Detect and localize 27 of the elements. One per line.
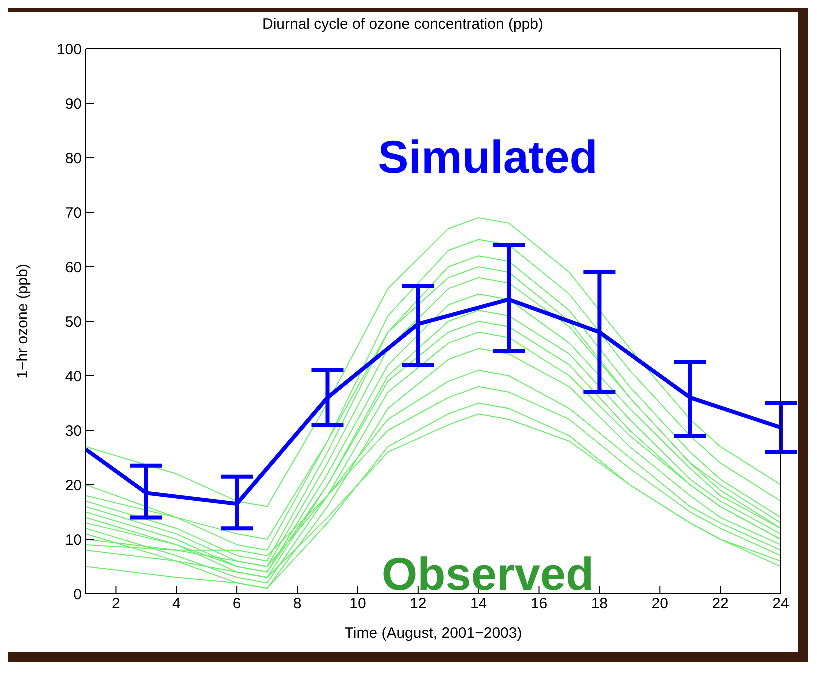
x-tick-label: 20: [652, 596, 668, 613]
y-tick-label: 100: [56, 41, 82, 58]
x-tick-label: 4: [172, 596, 181, 613]
y-tick-label: 50: [65, 314, 82, 331]
x-axis-title: Time (August, 2001−2003): [344, 625, 522, 642]
y-tick-label: 20: [65, 477, 82, 494]
y-tick-label: 40: [65, 368, 82, 386]
x-tick-label: 8: [293, 596, 302, 613]
x-tick-label: 10: [350, 596, 366, 613]
y-tick-label: 0: [74, 586, 82, 604]
x-tick-label: 24: [772, 596, 790, 613]
y-tick-label: 60: [65, 259, 82, 276]
x-tick-label: 12: [410, 596, 427, 613]
x-tick-label: 16: [530, 596, 548, 613]
x-tick-label: 6: [232, 596, 242, 613]
x-tick-label: 2: [112, 596, 120, 613]
y-tick-label: 90: [65, 96, 82, 113]
x-tick-label: 14: [470, 596, 488, 613]
y-axis-title: 1−hr ozone (ppb): [14, 264, 32, 379]
x-tick-label: 22: [712, 596, 729, 613]
chart-title: Diurnal cycle of ozone concentration (ppb): [262, 15, 544, 35]
text: Simulated: [377, 130, 599, 184]
y-tick-label: 70: [65, 204, 82, 222]
y-tick-label: 10: [65, 532, 82, 549]
x-tick-label: 18: [591, 596, 608, 613]
y-tick-label: 30: [65, 422, 82, 440]
y-tick-label: 80: [65, 150, 82, 168]
